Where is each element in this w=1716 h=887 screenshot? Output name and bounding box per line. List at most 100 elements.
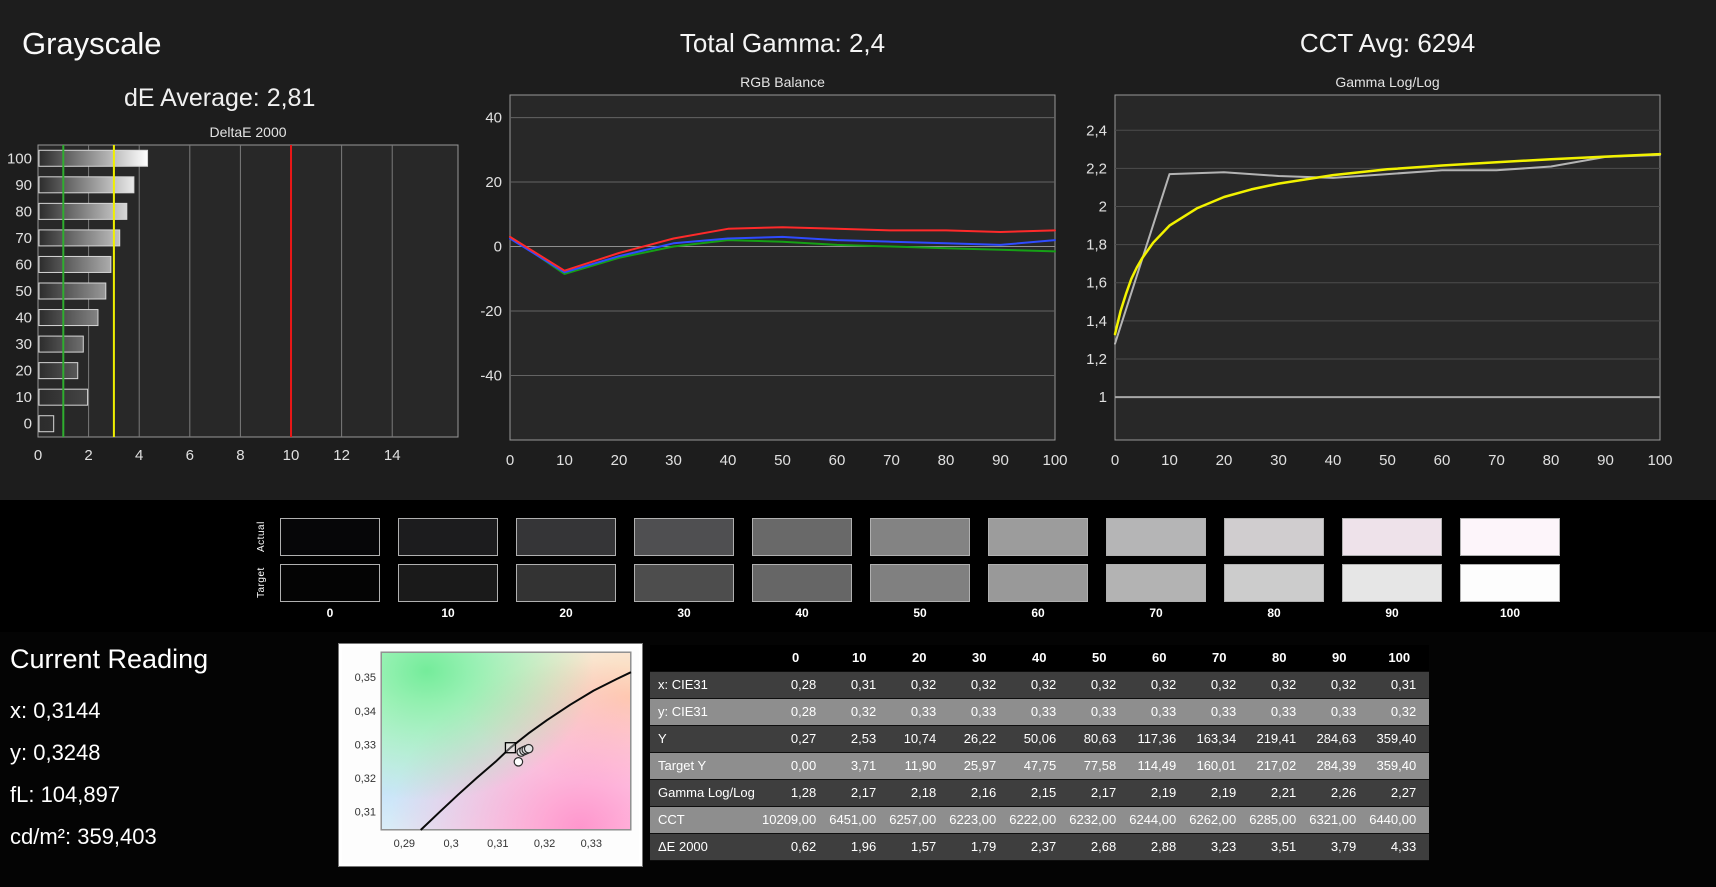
gamma-svg-plot-area	[1114, 94, 1661, 441]
table-cell: 2,19	[1150, 785, 1177, 800]
table-row: ΔE 2000 0,62 1,96 1,57 1,79 2,37 2,68 2,88 3,23 3…	[650, 833, 1430, 860]
swatch-column-label: 0	[326, 606, 334, 620]
grayscale-ramp-strip: Actual Target 0 10 20 30 40 50 60 70 80 90 100	[0, 500, 1716, 632]
table-header-row: 0 10 20 30 40 50 60 70 80 90 100	[650, 645, 1430, 671]
target-swatch-30	[634, 564, 734, 602]
table-cell: 160,01	[1196, 758, 1237, 773]
rgb-svg-x-tick-label: 50	[774, 452, 791, 469]
measurement-table: 0 10 20 30 40 50 60 70 80 90 100 x: CIE31 0,28 0,31 0…	[650, 645, 1430, 861]
table-row-label: ΔE 2000	[658, 839, 708, 854]
table-cell: 0,32	[1210, 677, 1237, 692]
rgb-svg-plot-area	[509, 94, 1056, 441]
table-cell: 77,58	[1083, 758, 1117, 773]
rgb-balance-chart-caption: RGB Balance	[740, 74, 825, 90]
cie-x-tick-label: 0,33	[581, 838, 602, 850]
table-cell: 2,15	[1030, 785, 1057, 800]
measured-gamma-line	[1114, 154, 1661, 345]
table-row: x: CIE31 0,28 0,31 0,32 0,32 0,32 0,32 0,32 0,32…	[650, 671, 1430, 698]
table-col-header: 30	[949, 645, 1010, 671]
deltae-bar-70	[38, 229, 121, 247]
table-col-header: 40	[1009, 645, 1070, 671]
actual-swatch-0	[280, 518, 380, 556]
table-cell: 1,57	[910, 839, 937, 854]
table-cell: 3,23	[1210, 839, 1237, 854]
table-cell: 2,18	[910, 785, 937, 800]
gamma-svg-y-tick-label: 1,4	[1086, 313, 1107, 330]
table-row-label: Gamma Log/Log	[658, 785, 755, 800]
deltae-bar-100	[38, 149, 149, 167]
target-swatch-60	[988, 564, 1088, 602]
table-cell: 114,49	[1137, 758, 1177, 773]
rgb-svg-x-tick-label: 80	[938, 452, 955, 469]
table-cell: 284,39	[1316, 758, 1357, 773]
table-cell: 3,71	[850, 758, 877, 773]
table-cell: 0,33	[1150, 704, 1177, 719]
actual-row-label: Actual	[256, 521, 267, 553]
rgb-svg-y-tick-label: 20	[485, 174, 502, 191]
swatch-column-label: 60	[1031, 606, 1045, 620]
target-row-label: Target	[256, 567, 267, 599]
cie-plot-border	[380, 651, 632, 831]
actual-swatch-90	[1342, 518, 1442, 556]
swatch-column-label: 40	[795, 606, 809, 620]
current-reading-x: x: 0,3144	[10, 698, 101, 723]
table-cell: 117,36	[1137, 731, 1177, 746]
table-cell: 0,32	[1270, 677, 1297, 692]
table-row: Y 0,27 2,53 10,74 26,22 50,06 80,63 117,36 163,3…	[650, 725, 1430, 752]
table-cell: 0,32	[1330, 677, 1357, 692]
table-cell: 0,31	[850, 677, 877, 692]
deltae-y-tick-label: 40	[15, 310, 32, 327]
actual-swatch-60	[988, 518, 1088, 556]
green-line	[509, 235, 1056, 275]
table-cell: 6321,00	[1309, 812, 1357, 827]
target-swatch-100	[1460, 564, 1560, 602]
table-corner-cell	[650, 645, 762, 671]
deltae-x-tick-label: 10	[283, 447, 300, 464]
table-cell: 0,33	[1330, 704, 1357, 719]
deltae-y-tick-label: 60	[15, 256, 32, 273]
gamma-svg-x-tick-label: 40	[1325, 452, 1342, 469]
gamma-chart-caption: Gamma Log/Log	[1335, 74, 1440, 90]
deltae-x-tick-label: 8	[236, 447, 244, 464]
cie-gamut-background	[381, 652, 631, 830]
deltae-x-tick-label: 4	[135, 447, 143, 464]
cie-measured-point	[513, 757, 524, 767]
deltae-bar-90	[38, 176, 135, 194]
table-row: CCT 10209,00 6451,00 6257,00 6223,00 6222,00 6…	[650, 806, 1430, 833]
table-col-header: 80	[1249, 645, 1310, 671]
table-row-label: CCT	[658, 812, 685, 827]
daylight-locus-curve	[420, 671, 632, 831]
cie-y-tick-label: 0,31	[355, 807, 376, 819]
actual-swatch-100	[1460, 518, 1560, 556]
table-cell: 0,32	[970, 677, 997, 692]
table-cell: 0,33	[1210, 704, 1237, 719]
cie-target-marker	[504, 742, 517, 754]
table-col-header: 50	[1069, 645, 1130, 671]
swatch-column-label: 30	[677, 606, 691, 620]
actual-swatch-80	[1224, 518, 1324, 556]
table-col-header: 60	[1129, 645, 1190, 671]
cie-y-tick-label: 0,34	[355, 706, 376, 718]
rgb-svg-y-tick-label: -20	[480, 303, 502, 320]
actual-swatch-20	[516, 518, 616, 556]
table-cell: 1,96	[850, 839, 877, 854]
table-cell: 0,28	[790, 677, 817, 692]
table-col-header: 20	[889, 645, 950, 671]
rgb-svg-x-tick-label: 60	[829, 452, 846, 469]
table-cell: 26,22	[963, 731, 997, 746]
table-cell: 0,33	[970, 704, 997, 719]
rgb-svg-x-tick-label: 40	[720, 452, 737, 469]
table-cell: 0,33	[1270, 704, 1297, 719]
deltae-plot-area	[37, 144, 459, 438]
actual-swatch-50	[870, 518, 970, 556]
gamma-svg-x-tick-label: 50	[1379, 452, 1396, 469]
table-cell: 284,63	[1316, 731, 1357, 746]
table-cell: 2,21	[1270, 785, 1297, 800]
table-cell: 2,27	[1390, 785, 1417, 800]
gamma-svg-x-tick-label: 0	[1111, 452, 1119, 469]
cie-x-tick-label: 0,3	[443, 838, 458, 850]
red-line	[509, 226, 1056, 272]
rgb-balance-line-chart: -40 -20 0 20 40 0 10 20 30 40 50 60 70 80 90 100	[480, 94, 1068, 469]
table-cell: 47,75	[1023, 758, 1057, 773]
